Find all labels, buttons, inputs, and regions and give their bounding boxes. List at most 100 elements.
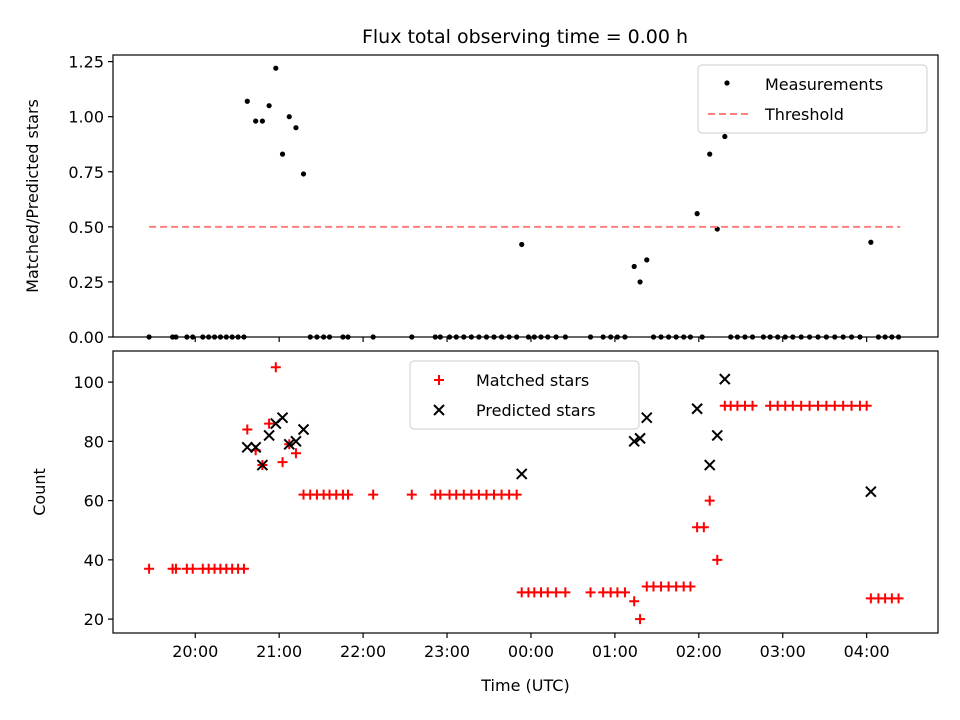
matched-point — [144, 563, 155, 574]
x-tick-label: 20:00 — [172, 642, 218, 661]
predicted-point — [256, 459, 269, 471]
measurement-point — [273, 65, 279, 71]
matched-point — [893, 593, 904, 604]
matched-point — [821, 400, 832, 411]
legend-marker-matched — [434, 375, 444, 385]
predicted-point — [283, 438, 295, 451]
matched-point — [342, 489, 353, 500]
matched-point — [368, 489, 379, 500]
predicted-point — [704, 459, 716, 471]
x-tick-label: 01:00 — [592, 642, 638, 661]
x-axis-label: Time (UTC) — [480, 676, 569, 695]
figure-title: Flux total observing time = 0.00 h — [362, 26, 688, 48]
legend: Matched stars Predicted stars — [409, 360, 640, 430]
matched-point — [551, 587, 562, 598]
y-axis-label: Count — [30, 468, 49, 516]
x-tick-label: 22:00 — [340, 642, 386, 661]
matched-point — [804, 400, 815, 411]
measurement-point — [868, 239, 874, 245]
x-tick-label: 02:00 — [676, 642, 722, 661]
matched-point — [585, 587, 596, 598]
matched-point — [270, 362, 281, 373]
y-tick-label: 20 — [84, 610, 104, 629]
predicted-point — [276, 411, 289, 424]
matched-point — [511, 489, 522, 500]
y-tick-label: 60 — [84, 492, 104, 511]
matched-point — [435, 489, 446, 500]
y-tick-label: 80 — [84, 432, 104, 451]
measurement-point — [259, 118, 265, 124]
y-tick-label: 100 — [73, 373, 104, 392]
y-tick-label: 0.50 — [68, 218, 104, 237]
matched-point — [698, 522, 709, 533]
measurement-point — [286, 114, 292, 120]
matched-point — [635, 614, 646, 625]
measurement-point — [707, 151, 713, 157]
predicted-point — [691, 403, 703, 415]
measurement-point — [694, 211, 700, 217]
measurement-point — [279, 151, 286, 157]
legend-label-matched: Matched stars — [476, 371, 589, 390]
legend-marker-measurements — [724, 80, 730, 86]
matched-point — [796, 400, 807, 411]
matched-point — [838, 400, 849, 411]
matched-point — [560, 587, 571, 598]
x-tick-label: 04:00 — [844, 642, 890, 661]
y-tick-label: 1.25 — [68, 53, 104, 72]
series-matched-stars — [144, 362, 904, 625]
matched-point — [712, 554, 723, 565]
matched-point — [542, 587, 553, 598]
x-tick-label: 00:00 — [508, 642, 554, 661]
legend-label-measurements: Measurements — [765, 75, 883, 94]
y-tick-label: 0.00 — [68, 328, 104, 347]
matched-point — [264, 418, 275, 429]
matched-point — [704, 495, 715, 506]
measurement-point — [244, 98, 250, 104]
axes-frame — [112, 350, 939, 634]
matched-point — [812, 400, 823, 411]
measurement-point — [300, 171, 307, 177]
predicted-point — [241, 441, 253, 453]
x-tick-label: 21:00 — [256, 642, 302, 661]
predicted-point — [865, 485, 877, 498]
predicted-point — [290, 435, 302, 448]
matched-point — [242, 424, 253, 435]
matched-point — [861, 400, 872, 411]
matched-point — [747, 400, 758, 411]
x-tick-label: 03:00 — [760, 642, 806, 661]
measurement-point — [722, 133, 728, 140]
matched-point — [629, 596, 640, 607]
matched-point — [170, 563, 181, 574]
y-axis-label: Matched/Predicted stars — [23, 99, 42, 293]
matched-point — [406, 489, 417, 500]
matched-point — [238, 563, 249, 574]
measurement-point — [266, 103, 272, 109]
legend: Measurements Threshold — [697, 64, 928, 134]
y-tick-label: 0.25 — [68, 273, 104, 292]
legend-label-threshold: Threshold — [764, 105, 844, 124]
measurement-point — [644, 257, 650, 263]
legend-label-predicted: Predicted stars — [476, 401, 596, 420]
axes-frame — [112, 54, 939, 338]
predicted-point — [634, 432, 646, 445]
matched-point — [829, 400, 840, 411]
y-tick-label: 1.00 — [68, 108, 104, 127]
measurement-point — [631, 263, 637, 270]
predicted-point — [641, 411, 653, 424]
measurement-point — [637, 279, 643, 285]
top-panel: 0.00 0.25 0.50 0.75 1.00 1.25 Matched/Predicte… — [23, 53, 939, 347]
matched-point — [187, 563, 198, 574]
legend-marker-predicted — [433, 404, 445, 416]
matched-point — [277, 457, 288, 468]
predicted-point — [516, 468, 528, 480]
matched-point — [290, 448, 301, 459]
predicted-point — [249, 441, 262, 453]
y-tick-label: 0.75 — [68, 163, 104, 182]
predicted-point — [297, 423, 310, 436]
predicted-point — [719, 373, 731, 385]
y-tick-label: 40 — [84, 551, 104, 570]
predicted-point — [263, 429, 275, 442]
matched-point — [619, 587, 630, 598]
series-predicted-stars — [241, 373, 877, 498]
